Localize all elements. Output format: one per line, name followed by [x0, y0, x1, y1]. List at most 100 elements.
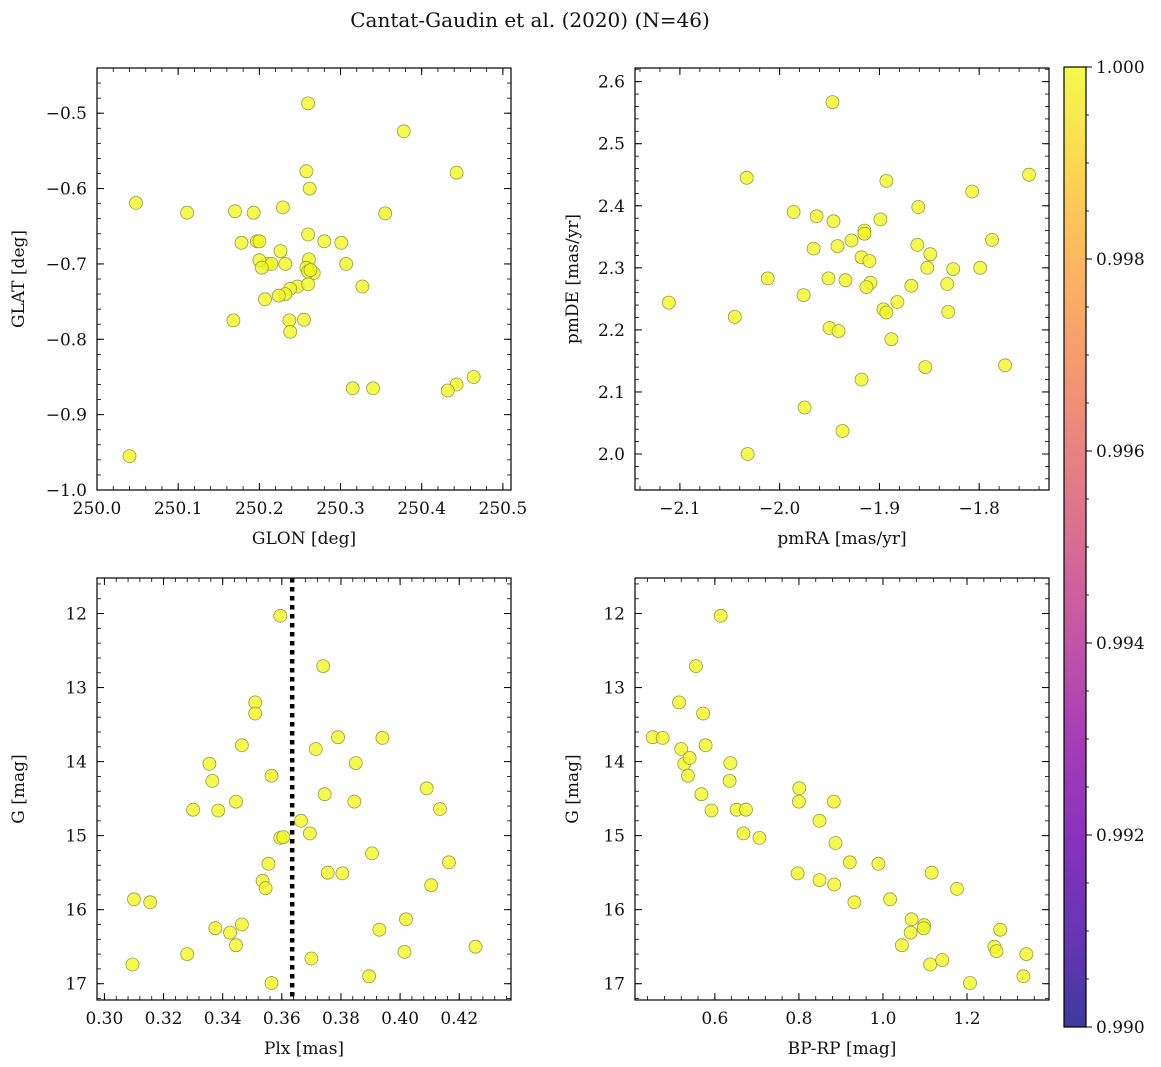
colorbar-tick-label: 0.996	[1096, 442, 1145, 462]
colorbar-tick-label: 0.990	[1096, 1018, 1145, 1038]
y-tick-label: 2.0	[598, 445, 625, 465]
y-tick-label: 2.4	[598, 197, 625, 217]
data-point	[302, 826, 317, 841]
y-tick-label: −0.6	[46, 180, 87, 200]
data-point	[903, 925, 918, 940]
y-axis-label: G [mag]	[9, 754, 29, 823]
data-point	[681, 768, 695, 783]
data-point	[271, 288, 286, 303]
points	[122, 96, 481, 464]
x-tick-label: 250.2	[235, 499, 284, 519]
data-point	[226, 313, 241, 328]
y-axis-label: pmDE [mas/yr]	[563, 214, 583, 344]
data-point	[125, 957, 140, 972]
data-point	[180, 947, 195, 961]
data-point	[740, 447, 755, 461]
data-point	[299, 164, 314, 179]
data-point	[399, 912, 413, 927]
data-point	[935, 953, 950, 967]
data-point	[806, 241, 821, 256]
data-point	[1016, 969, 1031, 984]
y-tick-label: 15	[65, 827, 87, 847]
y-tick-label: 12	[65, 605, 87, 625]
y-tick-label: −0.7	[46, 255, 87, 275]
x-tick-label: −2.1	[659, 499, 700, 519]
x-tick-label: 250.3	[316, 499, 365, 519]
data-point	[301, 277, 316, 292]
data-point	[211, 803, 226, 818]
x-tick-label: 0.42	[440, 1009, 478, 1029]
x-tick-label: 250.4	[397, 499, 446, 519]
y-tick-label: 14	[65, 753, 87, 773]
x-tick-label: 0.36	[263, 1009, 301, 1029]
data-point	[884, 332, 899, 347]
data-point	[662, 295, 676, 310]
data-point	[234, 917, 249, 932]
x-tick-label: −1.9	[859, 499, 900, 519]
x-axis-label: BP-RP [mag]	[788, 1039, 897, 1059]
data-point	[254, 260, 269, 275]
data-point	[234, 738, 249, 753]
data-point	[264, 976, 279, 990]
data-point	[862, 254, 877, 268]
data-point	[838, 273, 853, 288]
data-point	[859, 280, 874, 295]
data-point	[797, 400, 812, 415]
data-point	[1022, 167, 1036, 182]
data-point	[786, 205, 801, 219]
y-tick-label: 16	[65, 901, 87, 921]
scatter-panel-1: 250.0 250.1 250.2 250.3 250.4 250.5 −1.0 −0.9 −0…	[9, 67, 528, 549]
data-point	[674, 742, 689, 756]
data-point	[694, 787, 709, 802]
x-tick-label: 250.5	[479, 499, 528, 519]
x-axis-label: Plx [mas]	[264, 1039, 344, 1059]
scatter-panel-3: 0.30 0.32 0.34 0.36 0.38 0.40 0.42 12 13 14 15 16 17…	[9, 577, 512, 1059]
y-tick-label: 16	[603, 901, 625, 921]
data-point	[317, 787, 332, 802]
colorbar-tick-label: 1.000	[1096, 58, 1145, 78]
x-tick-label: 250.0	[73, 499, 122, 519]
data-point	[713, 608, 728, 623]
data-point	[752, 831, 767, 845]
y-tick-label: −1.0	[46, 481, 87, 501]
x-tick-label: 250.1	[154, 499, 203, 519]
colorbar-tick-label: 0.992	[1096, 826, 1145, 846]
data-point	[278, 256, 293, 271]
data-point	[378, 206, 393, 221]
data-point	[998, 358, 1012, 373]
y-tick-label: −0.8	[46, 330, 87, 350]
data-point	[910, 237, 925, 252]
data-point	[923, 247, 938, 262]
data-point	[223, 925, 238, 940]
data-point	[466, 370, 481, 384]
data-point	[790, 866, 805, 881]
data-point	[252, 234, 267, 249]
points	[125, 608, 483, 990]
data-point	[294, 813, 308, 828]
data-point	[205, 774, 220, 788]
data-point	[796, 288, 811, 303]
colorbar-tick-label: 0.994	[1096, 634, 1145, 654]
data-point	[122, 449, 137, 464]
data-point	[890, 295, 905, 309]
data-point	[302, 181, 317, 196]
data-point	[365, 846, 379, 861]
data-point	[273, 244, 288, 259]
y-tick-label: 17	[603, 975, 625, 995]
data-point	[682, 751, 697, 765]
data-point	[301, 227, 316, 242]
data-point	[441, 855, 456, 870]
x-tick-label: −2.0	[759, 499, 800, 519]
data-point	[826, 214, 841, 229]
data-point	[739, 802, 753, 817]
data-point	[348, 756, 363, 770]
figure-title: Cantat-Gaudin et al. (2020) (N=46)	[350, 8, 710, 32]
data-point	[301, 96, 316, 111]
axes-frame	[634, 577, 1050, 1001]
data-point	[879, 305, 894, 320]
data-point	[993, 922, 1008, 937]
data-point	[831, 324, 846, 339]
data-point	[468, 939, 483, 954]
data-point	[842, 855, 857, 870]
